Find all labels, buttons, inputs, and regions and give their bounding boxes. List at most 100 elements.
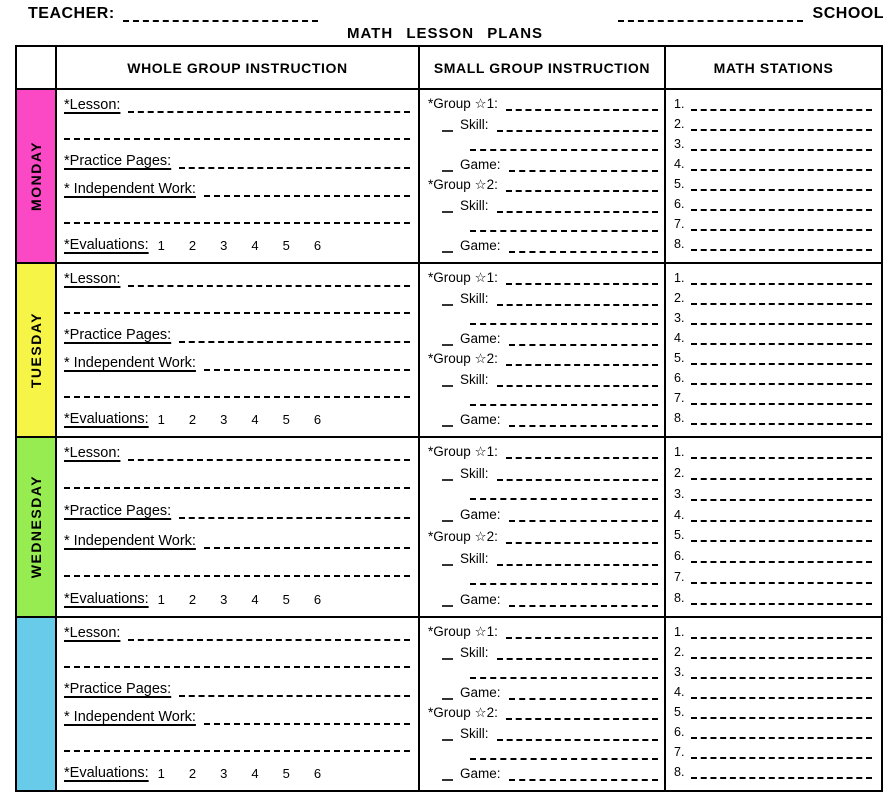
skill-write-line-2: [470, 487, 658, 501]
group1-label: *Group ☆1:: [428, 624, 498, 639]
group2-field: *Group ☆2:: [428, 177, 658, 193]
station-number: 4.: [674, 157, 685, 171]
station-write-line: [691, 666, 872, 679]
station-write-line: [691, 571, 872, 585]
practice-pages-write-line: [179, 506, 410, 519]
skill-label: Skill:: [460, 198, 489, 214]
day-column-header: [17, 47, 57, 88]
day-color-strip: [17, 618, 57, 790]
group2-game-field: Game:: [442, 238, 658, 253]
small-group-cell: *Group ☆1: Skill: Game: *Group ☆2: Skill…: [420, 618, 666, 790]
group1-field: *Group ☆1:: [428, 444, 658, 459]
math-stations-cell: 1. 2. 3. 4. 5. 6.: [666, 90, 881, 262]
blank-dash-mark: [442, 416, 453, 427]
station-write-line: [691, 746, 872, 759]
station-number: 8.: [674, 765, 685, 779]
station-line: 7.: [674, 392, 872, 405]
day-color-strip: WEDNESDAY: [17, 438, 57, 616]
station-line: 8.: [674, 238, 872, 251]
group1-field: *Group ☆1:: [428, 270, 658, 285]
station-write-line: [691, 332, 872, 345]
day-row: *Lesson: *Practice Pages: * Independent …: [17, 618, 881, 790]
station-write-line: [691, 626, 872, 639]
station-number: 2.: [674, 117, 685, 131]
game-label: Game:: [460, 684, 501, 700]
whole-group-cell: *Lesson: *Practice Pages: * Independent …: [57, 90, 420, 262]
math-stations-cell: 1. 2. 3. 4. 5. 6.: [666, 438, 881, 616]
evaluation-number-4: 4: [251, 765, 259, 781]
evaluation-number-4: 4: [251, 411, 259, 427]
lesson-label: *Lesson:: [64, 625, 121, 641]
school-field: SCHOOL: [617, 5, 884, 22]
station-line: 2.: [674, 118, 872, 131]
evaluations-field: *Evaluations: 1 2 3 4 5 6: [64, 592, 410, 607]
math-stations-cell: 1. 2. 3. 4. 5. 6.: [666, 264, 881, 436]
station-write-line: [691, 98, 872, 111]
evaluation-number-5: 5: [282, 765, 290, 781]
skill-write-line: [496, 553, 658, 566]
station-write-line: [691, 352, 872, 365]
station-number: 6.: [674, 549, 685, 564]
whole-group-cell: *Lesson: *Practice Pages: * Independent …: [57, 618, 420, 790]
station-line: 7.: [674, 571, 872, 585]
station-write-line: [691, 292, 872, 305]
station-number: 3.: [674, 137, 685, 151]
evaluation-number-2: 2: [188, 592, 197, 607]
skill-label: Skill:: [460, 290, 489, 306]
blank-dash-mark: [442, 770, 453, 781]
game-label: Game:: [460, 507, 501, 523]
group1-game-field: Game:: [442, 331, 658, 346]
blank-dash-mark: [442, 295, 453, 306]
lesson-write-line: [128, 274, 410, 287]
group2-label: *Group ☆2:: [428, 351, 498, 367]
whole-group-cell: *Lesson: *Practice Pages: * Independent …: [57, 438, 420, 616]
group2-skill-field: Skill:: [442, 551, 658, 566]
skill-write-line-2: [470, 393, 658, 407]
station-write-line: [691, 312, 872, 325]
school-label: SCHOOL: [812, 5, 884, 22]
station-number: 3.: [674, 311, 685, 325]
station-write-line: [691, 646, 872, 659]
evaluation-number-2: 2: [188, 411, 197, 427]
station-line: 6.: [674, 549, 872, 564]
skill-write-line: [496, 468, 658, 481]
group2-game-field: Game:: [442, 592, 658, 607]
independent-work-label: * Independent Work:: [64, 709, 196, 726]
independent-work-field: * Independent Work:: [64, 709, 410, 726]
evaluation-number-5: 5: [282, 411, 290, 427]
blank-dash-mark: [442, 335, 453, 346]
skill-write-line: [496, 728, 658, 742]
group2-skill-field: Skill:: [442, 198, 658, 214]
group2-game-field: Game:: [442, 766, 658, 781]
group2-game-field: Game:: [442, 412, 658, 427]
station-write-line: [691, 238, 872, 251]
skill-label: Skill:: [460, 116, 489, 132]
game-write-line: [508, 240, 658, 253]
station-number: 8.: [674, 237, 685, 251]
group1-label: *Group ☆1:: [428, 444, 498, 459]
independent-work-write-line: [203, 712, 410, 726]
station-number: 8.: [674, 411, 685, 425]
independent-work-write-line-2: [64, 564, 410, 577]
station-number: 5.: [674, 705, 685, 719]
evaluation-number-3: 3: [220, 592, 228, 607]
group1-game-field: Game:: [442, 157, 658, 172]
group1-write-line: [505, 272, 658, 285]
station-write-line: [691, 592, 872, 605]
school-write-line: [617, 7, 803, 22]
blank-dash-mark: [442, 470, 453, 481]
station-line: 1.: [674, 98, 872, 111]
skill-write-line: [496, 293, 658, 306]
day-row: WEDNESDAY *Lesson: *Practice Pages: * In…: [17, 438, 881, 618]
independent-work-label: * Independent Work:: [64, 533, 196, 549]
day-row: TUESDAY *Lesson: *Practice Pages: * Inde…: [17, 264, 881, 438]
station-line: 6.: [674, 198, 872, 211]
game-write-line: [508, 687, 658, 700]
station-number: 8.: [674, 590, 685, 605]
station-write-line: [691, 509, 872, 522]
station-number: 7.: [674, 217, 685, 231]
lesson-plan-table: WHOLE GROUP INSTRUCTION SMALL GROUP INST…: [15, 45, 883, 792]
station-write-line: [691, 392, 872, 405]
practice-pages-label: *Practice Pages:: [64, 152, 172, 169]
group2-write-line: [505, 707, 658, 721]
